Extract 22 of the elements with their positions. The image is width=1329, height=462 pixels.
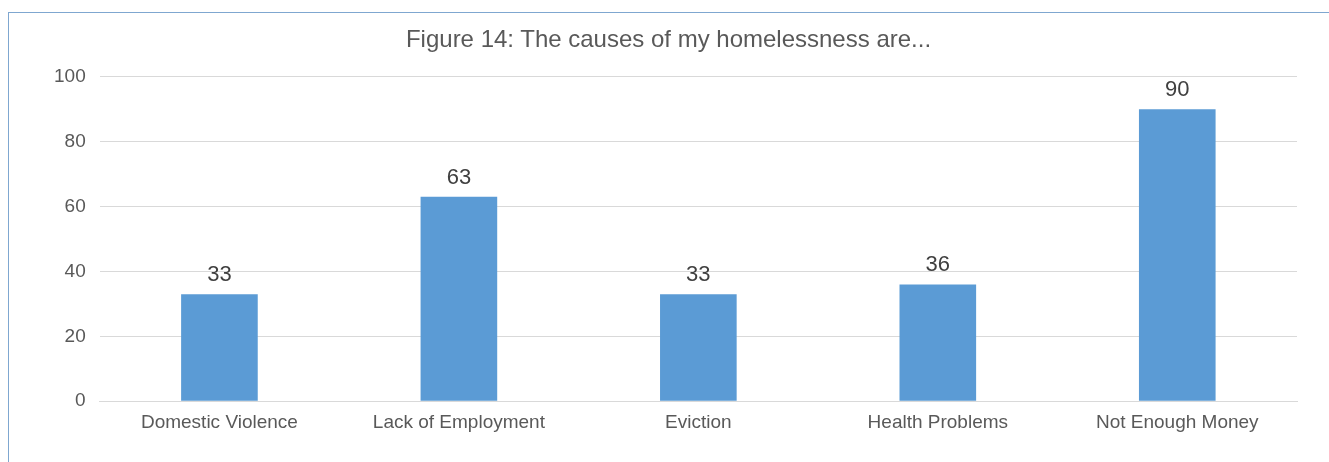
data-label: 33 bbox=[686, 261, 711, 287]
bar bbox=[420, 196, 498, 401]
data-label: 33 bbox=[207, 261, 232, 287]
x-tick-label: Not Enough Money bbox=[1095, 410, 1260, 432]
bar bbox=[181, 294, 258, 401]
bar bbox=[660, 294, 737, 401]
y-tick-label: 0 bbox=[75, 389, 86, 411]
x-tick-label: Lack of Employment bbox=[372, 410, 546, 432]
y-tick-label: 40 bbox=[64, 259, 86, 281]
x-tick-label: Eviction bbox=[665, 410, 732, 432]
bar bbox=[1138, 109, 1216, 401]
data-label: 63 bbox=[446, 163, 472, 189]
y-tick-label: 80 bbox=[64, 129, 86, 151]
data-label: 36 bbox=[925, 251, 951, 277]
x-tick-label: Domestic Violence bbox=[140, 410, 298, 432]
x-tick-label: Health Problems bbox=[867, 410, 1009, 432]
y-tick-label: 60 bbox=[64, 194, 86, 216]
data-label: 90 bbox=[1165, 76, 1190, 102]
chart-title: Figure 14: The causes of my homelessness are... bbox=[405, 25, 932, 53]
y-tick-label: 20 bbox=[64, 324, 86, 346]
y-tick-label: 100 bbox=[54, 65, 86, 87]
bar bbox=[899, 284, 977, 401]
